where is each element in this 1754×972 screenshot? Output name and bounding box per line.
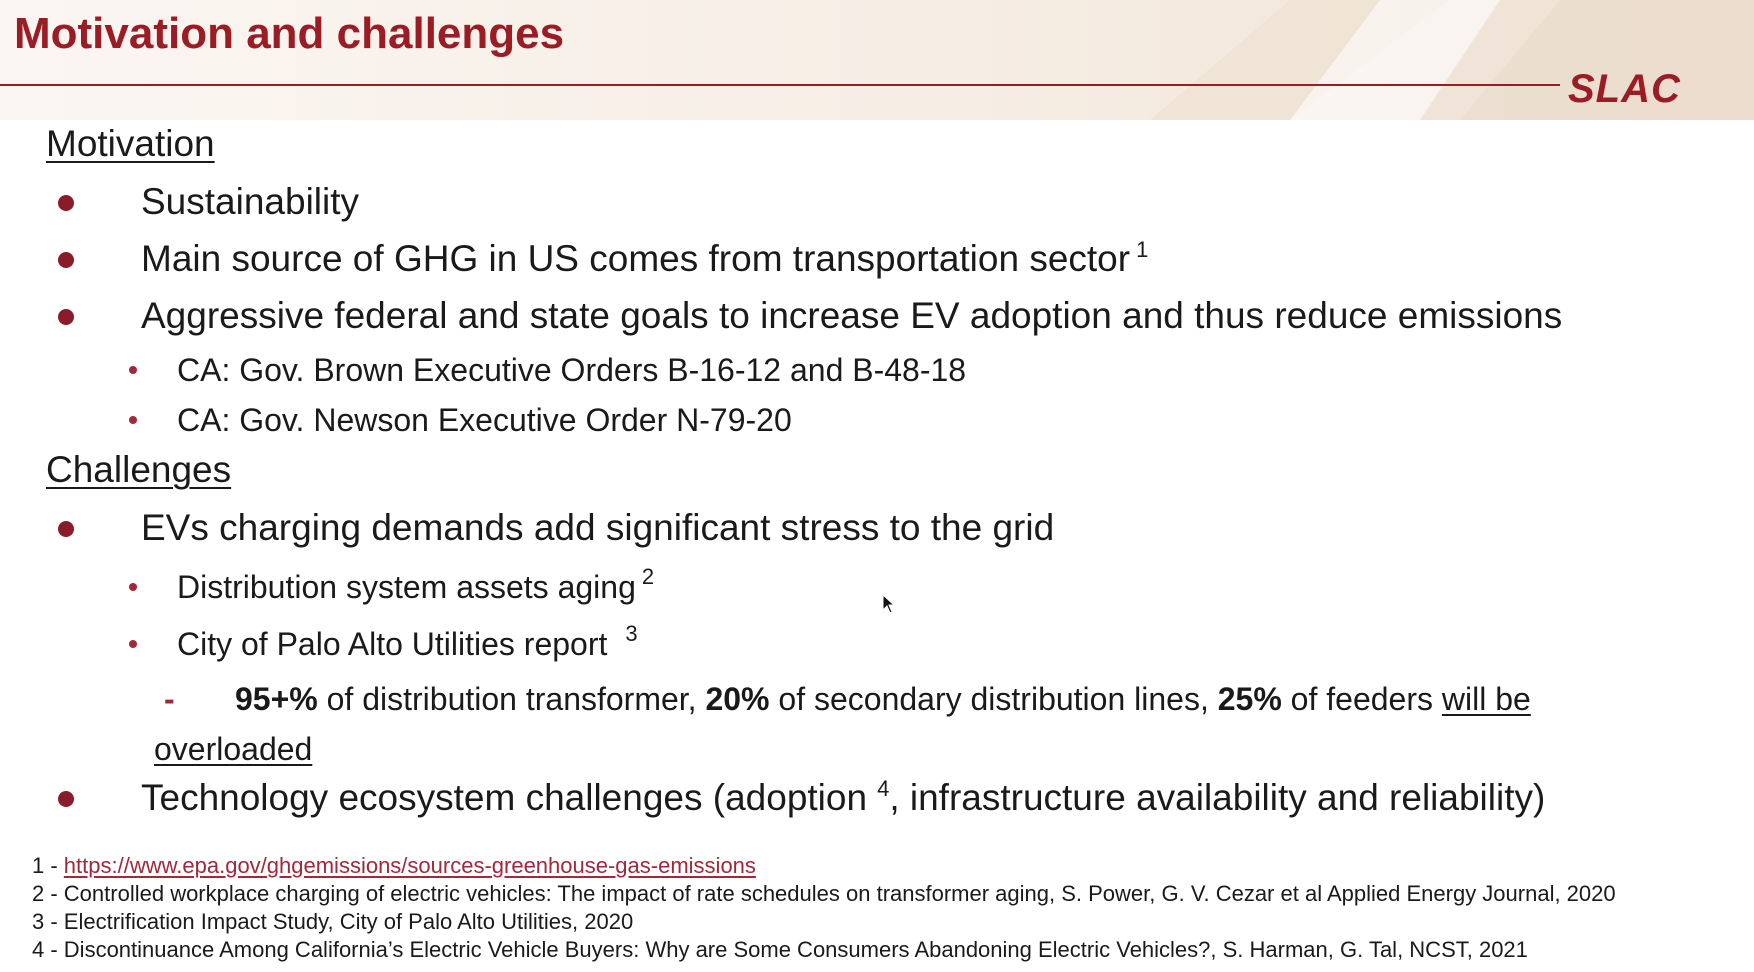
footnote-link[interactable]: https://www.epa.gov/ghgemissions/sources…: [63, 853, 756, 878]
challenges-item-text: Technology ecosystem challenges (adoptio…: [141, 776, 1545, 825]
bullet-icon: [58, 195, 74, 211]
detail-text: of feeders: [1281, 681, 1442, 717]
overload-detail-line: 95+% of distribution transformer, 20% of…: [235, 674, 1614, 724]
slide-title: Motivation and challenges: [14, 9, 565, 58]
footnote-ref: 4: [877, 776, 890, 801]
underlined-text: will be: [1441, 681, 1531, 717]
stat-value: 25%: [1217, 681, 1282, 717]
challenges-subitem-text: City of Palo Alto Utilities report 3: [177, 621, 638, 668]
motivation-heading: Motivation: [46, 123, 215, 164]
footnote-text: Electrification Impact Study, City of Pa…: [63, 909, 634, 934]
sub-bullet-icon: [129, 583, 137, 591]
footnote-text: Controlled workplace charging of electri…: [63, 881, 1616, 906]
footnote-text: Discontinuance Among California’s Electr…: [63, 937, 1528, 962]
item-text: Main source of GHG in US comes from tran…: [141, 238, 1131, 279]
footnotes: 1 - https://www.epa.gov/ghgemissions/sou…: [32, 852, 1616, 964]
footnote: 2 - Controlled workplace charging of ele…: [32, 880, 1616, 908]
overload-detail: - 95+% of distribution transformer, 20% …: [154, 674, 1614, 774]
footnote-ref: 2: [641, 564, 655, 589]
bullet-icon: [58, 252, 74, 268]
motivation-item-text: Aggressive federal and state goals to in…: [141, 295, 1563, 336]
underlined-text: overloaded: [154, 731, 313, 767]
stat-value: 95+%: [235, 681, 318, 717]
sub-bullet-icon: [129, 640, 137, 648]
footnote-ref: 1: [1136, 237, 1149, 262]
motivation-subitem-text: CA: Gov. Brown Executive Orders B-16-12 …: [177, 352, 967, 388]
footnote-ref: 3: [625, 621, 638, 646]
footnote: 4 - Discontinuance Among California’s El…: [32, 936, 1616, 964]
footnote-number: 3 -: [32, 909, 64, 934]
header-decoration: [1150, 0, 1754, 120]
title-rule: [0, 84, 1560, 86]
detail-text: of secondary distribution lines,: [769, 681, 1218, 717]
bullet-icon: [58, 521, 74, 537]
footnote-number: 1 -: [32, 853, 64, 878]
sub-bullet-icon: [129, 366, 137, 374]
item-text: City of Palo Alto Utilities report: [177, 626, 608, 662]
motivation-subitem-text: CA: Gov. Newson Executive Order N-79-20: [177, 402, 792, 438]
motivation-item-text: Main source of GHG in US comes from tran…: [141, 237, 1148, 286]
overload-detail-line: overloaded: [154, 724, 1614, 774]
footnote: 1 - https://www.epa.gov/ghgemissions/sou…: [32, 852, 1616, 880]
item-text: Technology ecosystem challenges (adoptio…: [141, 777, 868, 818]
stat-value: 20%: [705, 681, 770, 717]
challenges-subitem-text: Distribution system assets aging 2: [177, 564, 655, 611]
challenges-heading: Challenges: [46, 449, 232, 490]
challenges-item-text: EVs charging demands add significant str…: [141, 507, 1055, 548]
sub-bullet-icon: [129, 416, 137, 424]
footnote-number: 4 -: [32, 937, 64, 962]
detail-text: of distribution transformer,: [317, 681, 706, 717]
bullet-icon: [58, 791, 74, 807]
footnote-number: 2 -: [32, 881, 64, 906]
item-text: , infrastructure availability and reliab…: [889, 777, 1546, 818]
bullet-icon: [58, 309, 74, 325]
logo-text: SLAC: [1568, 67, 1681, 111]
dash-marker: -: [164, 681, 175, 717]
motivation-item-text: Sustainability: [141, 181, 360, 222]
slac-logo: SLAC: [1568, 67, 1681, 111]
item-text: Distribution system assets aging: [177, 569, 636, 605]
footnote: 3 - Electrification Impact Study, City o…: [32, 908, 1616, 936]
mouse-cursor-icon: [882, 594, 896, 614]
